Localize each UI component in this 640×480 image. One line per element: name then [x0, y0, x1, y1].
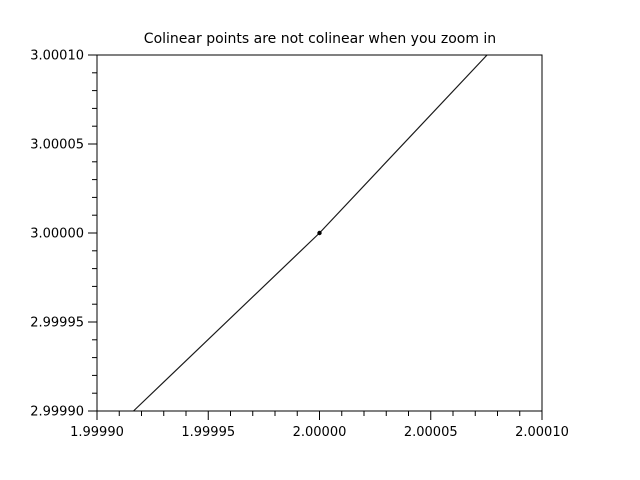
x-tick-label: 2.00005 — [404, 425, 458, 440]
y-tick-label: 3.00010 — [30, 49, 84, 64]
y-tick-label: 2.99990 — [30, 405, 84, 420]
y-tick-label: 3.00005 — [30, 138, 84, 153]
x-tick-label: 1.99995 — [181, 425, 235, 440]
y-tick-label: 3.00000 — [30, 227, 84, 242]
x-tick-label: 1.99990 — [70, 425, 124, 440]
y-tick-label: 2.99995 — [30, 316, 84, 331]
x-tick-label: 2.00010 — [515, 425, 569, 440]
data-point-marker — [317, 230, 322, 236]
x-tick-label: 2.00000 — [293, 425, 347, 440]
data-line — [133, 54, 488, 412]
chart-title: Colinear points are not colinear when yo… — [144, 31, 496, 47]
plot-area: 1.99990 1.99995 2.00000 2.00005 2.00010 2.999… — [30, 49, 569, 441]
